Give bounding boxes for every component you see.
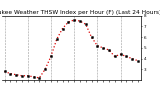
Title: Milwaukee Weather THSW Index per Hour (F) (Last 24 Hours): Milwaukee Weather THSW Index per Hour (F… bbox=[0, 10, 160, 15]
